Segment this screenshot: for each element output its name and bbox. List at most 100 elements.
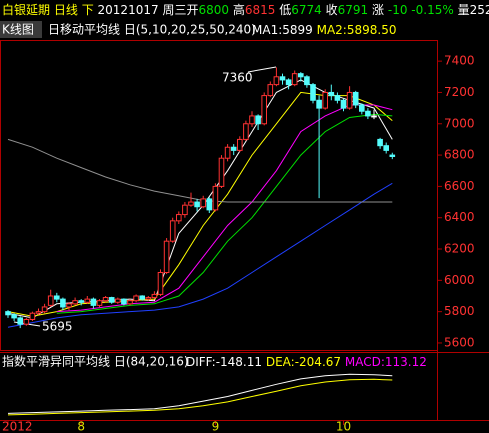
candle-body: [23, 318, 30, 325]
weekday: 周三: [162, 3, 186, 17]
candle-body: [255, 115, 261, 125]
candle-body: [383, 145, 389, 151]
candle-body: [377, 138, 383, 147]
annotation: 7360: [222, 71, 253, 85]
low: 6774: [291, 3, 322, 17]
ma-label: MA2:5898.50: [317, 23, 397, 37]
line: [7, 182, 393, 328]
close: 6791: [338, 3, 369, 17]
x-tick-label: 9: [212, 420, 220, 433]
candle-body: [371, 115, 377, 118]
annotation-line: [247, 66, 277, 73]
candle-body: [218, 157, 225, 187]
y-tick-label: 7400: [444, 54, 475, 68]
candle-body: [237, 138, 243, 151]
candle-body: [316, 99, 322, 109]
candle-body: [17, 317, 23, 325]
chart-title: K线图: [2, 23, 34, 37]
annotation: 5695: [42, 320, 73, 334]
candle-body: [291, 73, 298, 86]
candle-body: [108, 297, 115, 303]
candle-body: [163, 240, 170, 274]
y-tick-label: 6000: [444, 273, 475, 287]
x-tick-label: 2012: [2, 420, 33, 433]
candle-body: [60, 298, 66, 308]
candle-body: [273, 76, 280, 86]
candle-body: [230, 146, 237, 151]
open-label: 开: [186, 3, 198, 17]
candle-body: [29, 312, 36, 320]
y-tick-label: 6800: [444, 148, 475, 162]
title-box: [0, 21, 42, 38]
candle-body: [322, 91, 328, 109]
candle-body: [151, 293, 158, 299]
candle-body: [359, 104, 365, 112]
candle-body: [194, 201, 200, 208]
candle-body: [47, 295, 54, 306]
candle-body: [115, 298, 121, 303]
macd-label: MACD:113.12: [345, 355, 427, 369]
macd-title: 指数平滑异同平均线 日(84,20,16): [2, 354, 189, 369]
candle-body: [35, 311, 42, 314]
period: 日线: [54, 3, 78, 17]
candle-body: [145, 297, 152, 300]
y-tick-label: 7200: [444, 85, 475, 99]
candle-body: [267, 84, 274, 97]
ma-labels: MA1:5899 MA2:5898.50: [252, 23, 396, 37]
candle-body: [188, 201, 194, 206]
candle-body: [11, 314, 17, 319]
candle-body: [84, 298, 91, 303]
candle-body: [41, 306, 48, 313]
y-tick-label: 7000: [444, 116, 475, 130]
candle-body: [352, 91, 359, 106]
line: [7, 378, 393, 416]
candle-body: [206, 198, 213, 211]
y-tick-label: 5600: [444, 335, 475, 349]
candle-body: [243, 123, 249, 140]
low-label: 低: [279, 3, 291, 17]
candle-body: [5, 311, 11, 316]
candle-body: [279, 76, 286, 81]
line: [56, 104, 393, 313]
direction: 下: [82, 3, 94, 17]
candle-body: [334, 95, 341, 101]
candle-body: [139, 295, 145, 300]
candle-body: [346, 91, 353, 109]
candle-body: [340, 99, 347, 109]
candle-body: [212, 185, 219, 211]
candle-body: [54, 295, 60, 300]
candle-body: [133, 295, 139, 302]
ma-label: MA1:5899: [252, 23, 313, 37]
x-tick-label: 10: [336, 420, 351, 433]
candle-body: [169, 220, 176, 242]
high-label: 高: [233, 2, 245, 17]
candle-body: [176, 214, 182, 222]
candle-body: [310, 84, 316, 101]
x-tick-label: 8: [77, 420, 85, 433]
candle-body: [127, 300, 133, 305]
line: [7, 373, 393, 414]
volume: 量2527: [458, 3, 489, 17]
change-label: 涨: [372, 2, 384, 17]
high: 6815: [245, 3, 276, 17]
candle-body: [121, 298, 127, 305]
candle-body: [96, 300, 103, 306]
candle-body: [328, 91, 335, 97]
indicator: 日移动平均线 日(5,10,20,25,50,240): [48, 23, 256, 37]
close-label: 收: [326, 3, 338, 17]
y-tick-label: 6400: [444, 210, 475, 224]
candle-body: [285, 79, 292, 86]
candle-body: [224, 146, 231, 159]
y-tick-label: 5800: [444, 304, 475, 318]
candle-body: [182, 204, 188, 216]
candle-body: [365, 110, 371, 117]
candle-body: [200, 198, 206, 208]
candle-body: [102, 297, 109, 302]
candle-body: [157, 272, 164, 295]
date: 20121017: [98, 3, 159, 17]
change: -10: [388, 3, 408, 17]
open: 6800: [198, 3, 229, 17]
candle-body: [389, 154, 396, 157]
